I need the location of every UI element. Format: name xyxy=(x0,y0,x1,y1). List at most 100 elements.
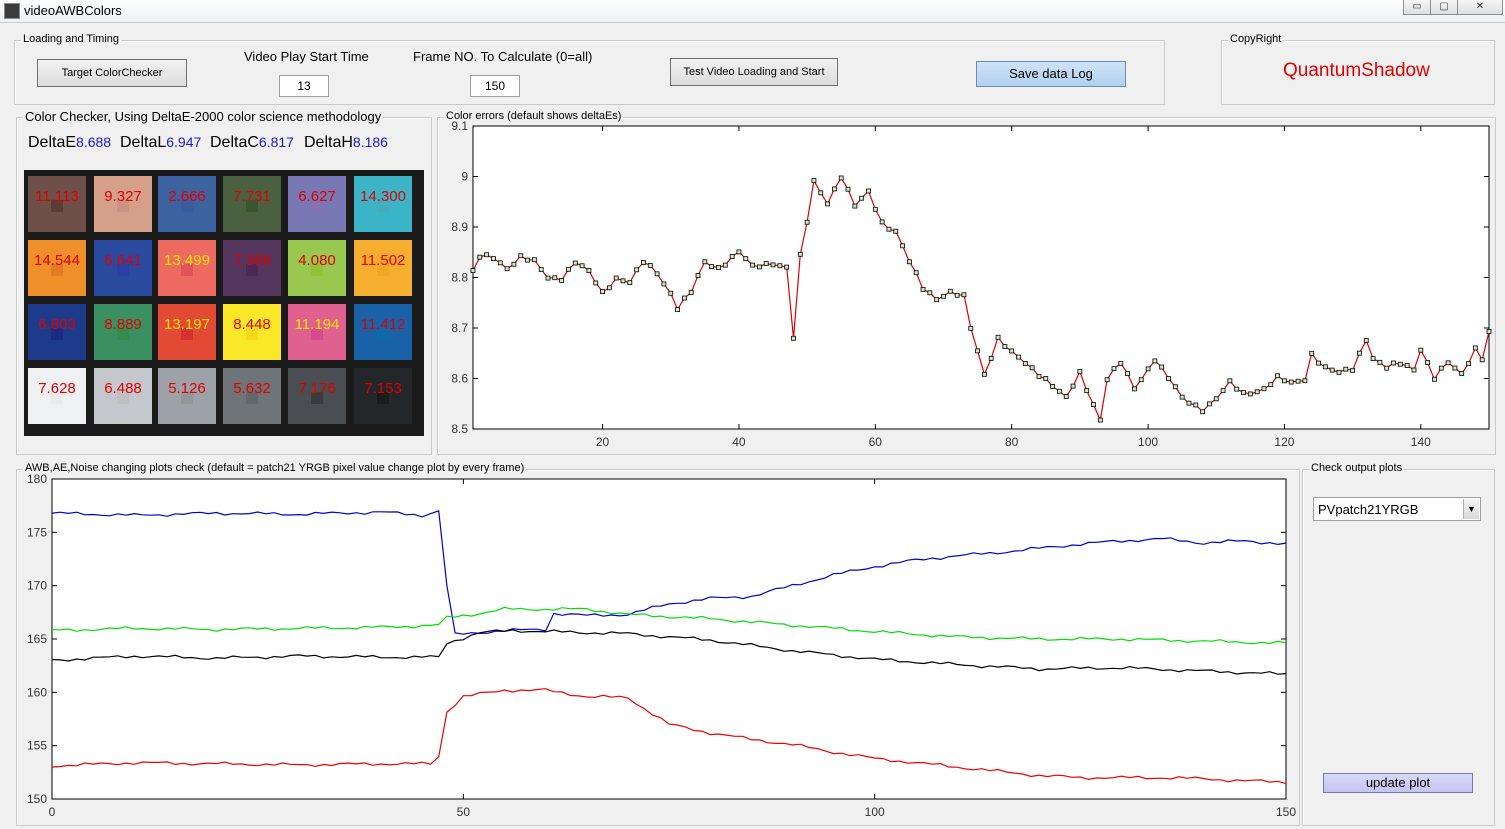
patch-sample-area xyxy=(246,200,258,212)
delta-c-value: 6.817 xyxy=(258,134,294,150)
loading-timing-group: Loading and Timing xyxy=(14,33,1165,105)
data-point xyxy=(654,271,660,277)
data-point xyxy=(634,267,640,273)
data-point xyxy=(661,281,667,287)
data-point xyxy=(1309,350,1315,356)
color-patch: 9.327 xyxy=(94,176,152,232)
awb-group-title: AWB,AE,Noise changing plots check (defau… xyxy=(23,462,527,474)
data-point xyxy=(559,278,565,283)
color-patch: 7.628 xyxy=(28,368,86,424)
update-plot-button[interactable]: update plot xyxy=(1323,773,1473,793)
data-point xyxy=(695,273,701,278)
data-point xyxy=(545,275,551,281)
data-point xyxy=(1097,417,1103,423)
data-point xyxy=(893,228,899,234)
data-point xyxy=(825,201,830,207)
patch-delta-value: 6.803 xyxy=(38,316,76,333)
data-point xyxy=(763,261,769,266)
data-point xyxy=(1391,360,1396,366)
data-point xyxy=(1050,384,1055,389)
data-point xyxy=(1282,378,1287,384)
data-point xyxy=(1070,383,1076,389)
data-point xyxy=(1152,358,1158,364)
check-output-group: Check output plots xyxy=(1302,462,1495,826)
data-point xyxy=(934,297,940,303)
x-tick-label: 140 xyxy=(1411,435,1431,449)
series-line xyxy=(51,509,1287,635)
data-point xyxy=(579,263,585,269)
color-patch: 7.388 xyxy=(223,240,281,296)
patch-sample-area xyxy=(246,264,258,276)
plot-type-select[interactable]: PVpatch21YRGB ▼ xyxy=(1313,497,1481,521)
data-point xyxy=(647,263,653,268)
data-point xyxy=(1179,394,1185,400)
y-tick-label: 8.7 xyxy=(451,321,468,335)
color-patch: 7.153 xyxy=(354,368,412,424)
frame-count-input[interactable] xyxy=(470,75,520,97)
color-patch: 6.488 xyxy=(94,368,152,424)
data-point xyxy=(1118,360,1124,366)
data-point xyxy=(1036,373,1042,379)
data-point xyxy=(1397,361,1403,367)
data-point xyxy=(1166,376,1171,381)
data-point xyxy=(1445,360,1451,366)
patch-sample-area xyxy=(117,264,129,276)
y-tick-label: 175 xyxy=(27,525,47,539)
minimize-button[interactable]: ▭ xyxy=(1403,0,1431,15)
patch-sample-area xyxy=(117,328,129,340)
data-point xyxy=(954,292,960,298)
test-video-button[interactable]: Test Video Loading and Start xyxy=(670,58,838,86)
start-time-input[interactable] xyxy=(279,75,329,97)
delta-h-value: 8.186 xyxy=(352,134,388,150)
delta-e-key: DeltaE xyxy=(28,134,77,151)
patch-delta-value: 14.300 xyxy=(360,188,406,205)
patch-delta-value: 2.666 xyxy=(168,188,206,205)
data-point xyxy=(1486,329,1492,334)
data-point xyxy=(777,263,783,269)
y-tick-label: 180 xyxy=(27,472,47,486)
data-point xyxy=(1438,365,1444,371)
data-point xyxy=(1022,361,1028,366)
data-point xyxy=(1404,363,1410,368)
data-point xyxy=(484,252,490,258)
data-point xyxy=(1172,384,1178,390)
data-point xyxy=(470,268,476,273)
patch-delta-value: 11.502 xyxy=(360,252,406,269)
y-tick-label: 150 xyxy=(27,792,47,806)
awb-plot-group: AWB,AE,Noise changing plots check (defau… xyxy=(16,462,1300,826)
patch-sample-area xyxy=(311,264,323,276)
color-patch: 14.544 xyxy=(28,240,86,296)
color-patch: 5.632 xyxy=(223,368,281,424)
data-point xyxy=(920,286,926,292)
data-point xyxy=(859,195,865,201)
data-point xyxy=(1247,391,1253,397)
data-point xyxy=(1043,376,1049,381)
save-data-log-button[interactable]: Save data Log xyxy=(976,61,1126,87)
data-point xyxy=(1432,376,1437,382)
color-checker-image: 11.113 9.327 2.666 7.731 6.627 14.300 14.544 6.… xyxy=(24,170,424,436)
data-point xyxy=(606,285,612,291)
y-tick-label: 9 xyxy=(461,170,468,184)
data-point xyxy=(586,268,592,273)
data-point xyxy=(1125,371,1131,376)
data-point xyxy=(968,325,974,331)
data-point xyxy=(525,257,530,263)
data-point xyxy=(913,270,919,276)
target-colorchecker-button[interactable]: Target ColorChecker xyxy=(37,59,187,87)
x-tick-label: 60 xyxy=(869,435,883,449)
data-point xyxy=(872,206,878,212)
patch-sample-area xyxy=(377,328,389,340)
data-point xyxy=(811,178,817,183)
data-point xyxy=(1411,367,1417,373)
app-icon xyxy=(4,3,20,19)
data-point xyxy=(845,186,851,192)
chevron-down-icon[interactable]: ▼ xyxy=(1463,499,1479,519)
close-button[interactable]: ✕ xyxy=(1457,0,1503,15)
data-point xyxy=(1159,364,1165,370)
patch-sample-area xyxy=(246,328,258,340)
delta-e-value: 8.688 xyxy=(76,134,112,150)
data-point xyxy=(784,264,790,270)
x-tick-label: 100 xyxy=(865,805,885,819)
maximize-button[interactable]: ▢ xyxy=(1430,0,1458,15)
data-point xyxy=(688,290,694,295)
